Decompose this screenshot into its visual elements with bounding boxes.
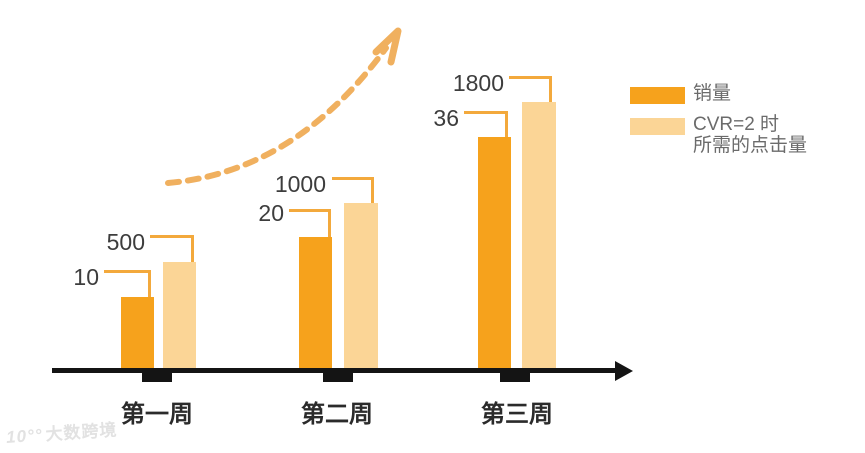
x-axis-tick-week1 bbox=[142, 373, 172, 382]
legend-label-clicks: CVR=2 时 所需的点击量 bbox=[693, 114, 807, 156]
value-label-clicks-week2: 1000 bbox=[274, 171, 326, 197]
value-label-sales-week3: 36 bbox=[433, 105, 459, 131]
category-label-week3: 第三周 bbox=[481, 401, 553, 428]
callout-clicks-week3 bbox=[509, 76, 552, 102]
value-label-sales-week2: 20 bbox=[258, 200, 284, 226]
legend-swatch-sales bbox=[630, 87, 685, 104]
value-label-clicks-week3: 1800 bbox=[452, 70, 504, 96]
x-axis-tick-week3 bbox=[500, 373, 530, 382]
legend-label-sales: 销量 bbox=[693, 83, 732, 104]
legend-label-clicks-line1: CVR=2 时 bbox=[693, 114, 780, 135]
category-label-week1: 第一周 bbox=[121, 401, 193, 428]
bar-sales-week3 bbox=[478, 137, 511, 368]
category-label-week2: 第二周 bbox=[301, 401, 373, 428]
callout-sales-week2 bbox=[289, 209, 331, 237]
x-axis-arrowhead-icon bbox=[615, 361, 633, 381]
value-label-sales-week1: 10 bbox=[73, 264, 99, 290]
callout-sales-week3 bbox=[464, 111, 508, 137]
watermark-logo-icon: 10°° bbox=[5, 425, 44, 447]
x-axis-line bbox=[52, 368, 618, 373]
bar-clicks-week2 bbox=[344, 203, 378, 368]
value-label-clicks-week1: 500 bbox=[106, 229, 145, 255]
callout-clicks-week1 bbox=[150, 235, 194, 262]
legend-swatch-clicks bbox=[630, 118, 685, 135]
bar-sales-week1 bbox=[121, 297, 154, 368]
legend-label-clicks-line2: 所需的点击量 bbox=[693, 135, 808, 156]
x-axis-tick-week2 bbox=[323, 373, 353, 382]
bar-clicks-week3 bbox=[522, 102, 556, 368]
callout-sales-week1 bbox=[104, 270, 151, 297]
watermark-brand: 大数跨境 bbox=[44, 420, 119, 445]
callout-clicks-week2 bbox=[332, 177, 374, 203]
bar-clicks-week1 bbox=[163, 262, 196, 368]
bar-sales-week2 bbox=[299, 237, 332, 368]
watermark: 10°°大数跨境 bbox=[5, 415, 118, 448]
